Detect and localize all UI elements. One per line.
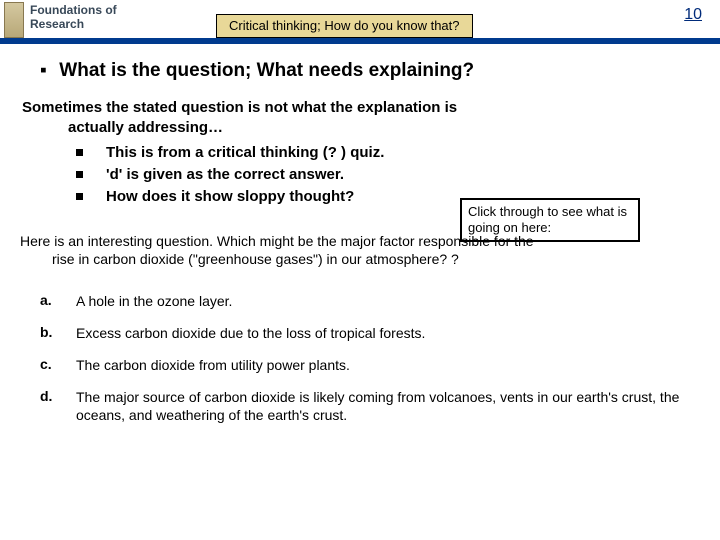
page-number: 10 — [684, 6, 702, 24]
main-heading: ▪ What is the question; What needs expla… — [40, 60, 704, 82]
option-text: The carbon dioxide from utility power pl… — [76, 356, 704, 374]
intro-paragraph: Sometimes the stated question is not wha… — [22, 98, 704, 138]
bullet-text: 'd' is given as the correct answer. — [106, 166, 344, 183]
option-row: b. Excess carbon dioxide due to the loss… — [16, 324, 704, 342]
square-bullet-icon: ▪ — [40, 60, 54, 82]
bullet-text: This is from a critical thinking (? ) qu… — [106, 144, 384, 161]
square-bullet-icon — [76, 171, 83, 178]
option-letter: b. — [16, 324, 76, 340]
options-list: a. A hole in the ozone layer. b. Excess … — [16, 292, 704, 424]
intro-line2: actually addressing… — [68, 118, 704, 138]
option-text: Excess carbon dioxide due to the loss of… — [76, 324, 704, 342]
slide-header: Foundations of Research Critical thinkin… — [0, 0, 720, 44]
banner-box: Critical thinking; How do you know that? — [216, 14, 473, 38]
option-text: A hole in the ozone layer. — [76, 292, 704, 310]
option-row: d. The major source of carbon dioxide is… — [16, 388, 704, 424]
callout-box[interactable]: Click through to see what is going on he… — [460, 198, 640, 242]
intro-line1: Sometimes the stated question is not wha… — [22, 99, 457, 116]
course-title-line1: Foundations of — [30, 3, 117, 17]
course-title-line2: Research — [30, 17, 84, 31]
list-item: 'd' is given as the correct answer. — [76, 164, 704, 186]
callout-text: Click through to see what is going on he… — [468, 204, 627, 235]
option-letter: a. — [16, 292, 76, 308]
option-letter: d. — [16, 388, 76, 404]
bullet-text: How does it show sloppy thought? — [106, 188, 354, 205]
option-row: a. A hole in the ozone layer. — [16, 292, 704, 310]
course-title: Foundations of Research — [30, 3, 117, 31]
option-row: c. The carbon dioxide from utility power… — [16, 356, 704, 374]
square-bullet-icon — [76, 193, 83, 200]
option-letter: c. — [16, 356, 76, 372]
question-line2: rise in carbon dioxide ("greenhouse gase… — [52, 250, 700, 268]
banner-text: Critical thinking; How do you know that? — [229, 18, 460, 33]
list-item: This is from a critical thinking (? ) qu… — [76, 142, 704, 164]
heading-text: What is the question; What needs explain… — [59, 60, 474, 81]
crest-icon — [4, 2, 24, 38]
question-line1: Here is an interesting question. Which m… — [20, 233, 534, 249]
option-text: The major source of carbon dioxide is li… — [76, 388, 704, 424]
square-bullet-icon — [76, 149, 83, 156]
